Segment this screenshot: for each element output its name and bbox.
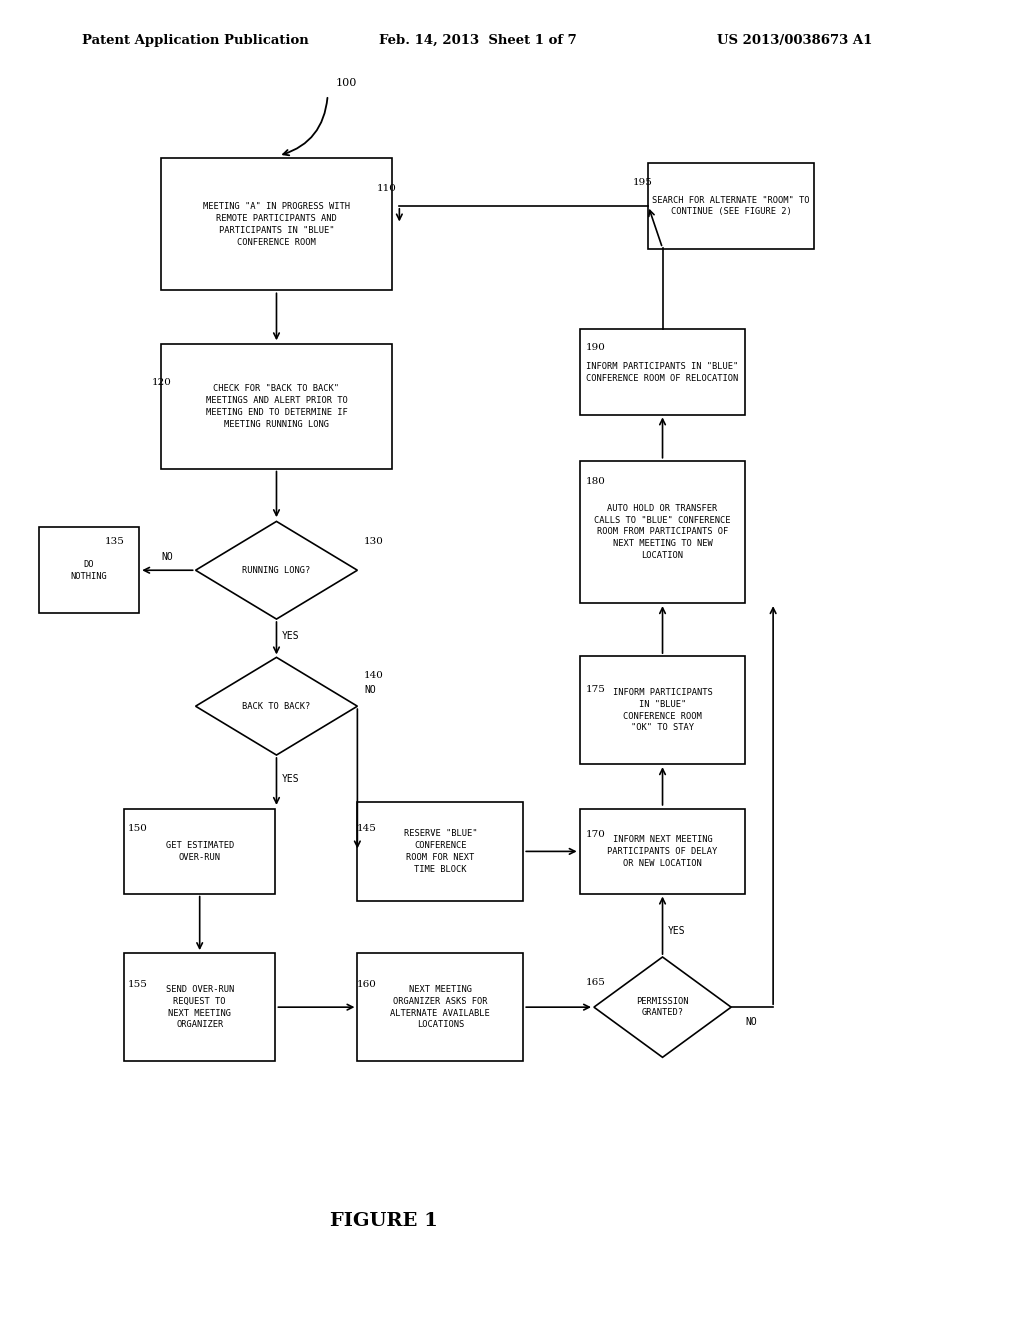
Text: 195: 195 (633, 178, 652, 186)
Text: 190: 190 (586, 343, 605, 351)
Text: INFORM NEXT MEETING
PARTICIPANTS OF DELAY
OR NEW LOCATION: INFORM NEXT MEETING PARTICIPANTS OF DELA… (607, 836, 718, 867)
Text: 150: 150 (128, 825, 147, 833)
FancyBboxPatch shape (648, 162, 814, 248)
FancyBboxPatch shape (124, 953, 275, 1061)
FancyBboxPatch shape (357, 953, 523, 1061)
Text: 155: 155 (128, 981, 147, 989)
Text: NEXT MEETING
ORGANIZER ASKS FOR
ALTERNATE AVAILABLE
LOCATIONS: NEXT MEETING ORGANIZER ASKS FOR ALTERNAT… (390, 985, 490, 1030)
Text: 145: 145 (356, 825, 376, 833)
FancyBboxPatch shape (580, 461, 745, 603)
FancyBboxPatch shape (580, 656, 745, 764)
Text: 140: 140 (364, 672, 383, 680)
Text: GET ESTIMATED
OVER-RUN: GET ESTIMATED OVER-RUN (166, 841, 233, 862)
Text: DO
NOTHING: DO NOTHING (71, 560, 108, 581)
Text: BACK TO BACK?: BACK TO BACK? (243, 702, 310, 710)
Text: NO: NO (745, 1016, 758, 1027)
Polygon shape (196, 657, 357, 755)
Text: CHECK FOR "BACK TO BACK"
MEETINGS AND ALERT PRIOR TO
MEETING END TO DETERMINE IF: CHECK FOR "BACK TO BACK" MEETINGS AND AL… (206, 384, 347, 429)
Text: RUNNING LONG?: RUNNING LONG? (243, 566, 310, 574)
Text: INFORM PARTICIPANTS
IN "BLUE"
CONFERENCE ROOM
"OK" TO STAY: INFORM PARTICIPANTS IN "BLUE" CONFERENCE… (612, 688, 713, 733)
Text: FIGURE 1: FIGURE 1 (330, 1212, 438, 1230)
Text: INFORM PARTICIPANTS IN "BLUE"
CONFERENCE ROOM OF RELOCATION: INFORM PARTICIPANTS IN "BLUE" CONFERENCE… (587, 362, 738, 383)
FancyBboxPatch shape (162, 158, 392, 290)
Text: SEND OVER-RUN
REQUEST TO
NEXT MEETING
ORGANIZER: SEND OVER-RUN REQUEST TO NEXT MEETING OR… (166, 985, 233, 1030)
FancyBboxPatch shape (124, 808, 275, 895)
Text: NO: NO (161, 552, 173, 562)
Text: YES: YES (282, 774, 300, 784)
Text: YES: YES (668, 925, 686, 936)
Polygon shape (196, 521, 357, 619)
Text: 170: 170 (586, 830, 605, 838)
Text: 135: 135 (104, 537, 124, 545)
FancyBboxPatch shape (357, 801, 523, 900)
Text: 100: 100 (336, 78, 357, 88)
Text: 120: 120 (152, 379, 171, 387)
FancyBboxPatch shape (162, 345, 392, 470)
Text: PERMISSION
GRANTED?: PERMISSION GRANTED? (636, 998, 689, 1016)
Text: 110: 110 (377, 185, 396, 193)
FancyBboxPatch shape (39, 527, 139, 612)
Text: 160: 160 (356, 981, 376, 989)
Text: 175: 175 (586, 685, 605, 693)
FancyBboxPatch shape (580, 808, 745, 895)
FancyBboxPatch shape (580, 330, 745, 414)
Text: NO: NO (365, 685, 377, 696)
Polygon shape (594, 957, 731, 1057)
Text: RESERVE "BLUE"
CONFERENCE
ROOM FOR NEXT
TIME BLOCK: RESERVE "BLUE" CONFERENCE ROOM FOR NEXT … (403, 829, 477, 874)
Text: 165: 165 (586, 978, 605, 986)
Text: SEARCH FOR ALTERNATE "ROOM" TO
CONTINUE (SEE FIGURE 2): SEARCH FOR ALTERNATE "ROOM" TO CONTINUE … (652, 195, 810, 216)
Text: 130: 130 (364, 537, 383, 545)
Text: US 2013/0038673 A1: US 2013/0038673 A1 (717, 33, 872, 46)
Text: YES: YES (282, 631, 300, 642)
Text: AUTO HOLD OR TRANSFER
CALLS TO "BLUE" CONFERENCE
ROOM FROM PARTICIPANTS OF
NEXT : AUTO HOLD OR TRANSFER CALLS TO "BLUE" CO… (594, 504, 731, 560)
Text: 180: 180 (586, 478, 605, 486)
Text: Feb. 14, 2013  Sheet 1 of 7: Feb. 14, 2013 Sheet 1 of 7 (379, 33, 577, 46)
Text: Patent Application Publication: Patent Application Publication (82, 33, 308, 46)
Text: MEETING "A" IN PROGRESS WITH
REMOTE PARTICIPANTS AND
PARTICIPANTS IN "BLUE"
CONF: MEETING "A" IN PROGRESS WITH REMOTE PART… (203, 202, 350, 247)
